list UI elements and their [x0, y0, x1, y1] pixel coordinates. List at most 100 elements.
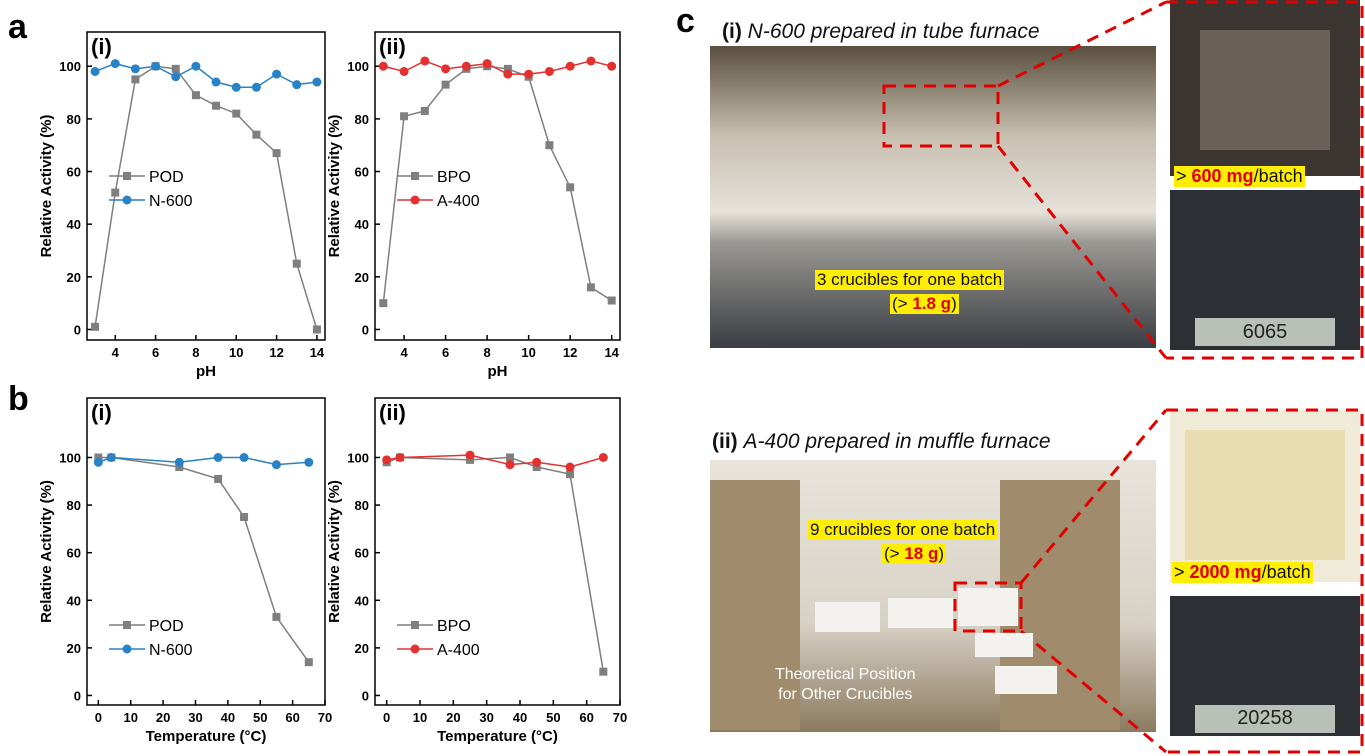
- panel-label: a: [8, 8, 28, 46]
- photo-caption: (i) N-600 prepared in tube furnace: [722, 20, 1040, 44]
- marker: [131, 75, 140, 84]
- y-tick-label: 60: [355, 165, 369, 180]
- marker: [466, 455, 474, 464]
- x-tick-label: 6: [442, 345, 449, 360]
- y-tick-label: 20: [67, 270, 81, 285]
- marker: [292, 80, 302, 90]
- marker: [400, 112, 409, 121]
- y-tick-label: 40: [67, 217, 81, 232]
- marker: [420, 56, 430, 66]
- marker: [304, 457, 314, 467]
- marker: [91, 322, 100, 331]
- legend-label: A-400: [437, 642, 480, 659]
- marker: [106, 452, 116, 462]
- marker: [379, 299, 388, 308]
- marker: [251, 82, 261, 92]
- marker: [214, 474, 223, 483]
- x-tick-label: 60: [285, 710, 299, 725]
- marker: [191, 61, 201, 71]
- legend-marker: [411, 621, 419, 629]
- marker: [586, 56, 596, 66]
- x-tick-label: 8: [484, 345, 491, 360]
- panel-label: b: [8, 380, 29, 418]
- photo: [1185, 430, 1345, 560]
- legend-label: A-400: [437, 193, 480, 210]
- y-tick-label: 60: [67, 546, 81, 561]
- marker: [399, 66, 409, 76]
- series-line: [98, 456, 310, 663]
- legend-label: POD: [149, 169, 184, 186]
- legend-marker: [123, 621, 131, 629]
- x-tick-label: 20: [446, 710, 460, 725]
- text: >: [1174, 562, 1190, 582]
- y-tick-label: 20: [355, 270, 369, 285]
- marker: [420, 106, 429, 115]
- marker: [151, 61, 161, 71]
- legend-label: POD: [149, 618, 184, 635]
- text: Theoretical Position: [775, 666, 916, 683]
- annotation: Theoretical Position for Other Crucibles: [775, 665, 916, 705]
- text: /batch: [1253, 166, 1303, 186]
- x-tick-label: 10: [413, 710, 427, 725]
- marker: [232, 109, 241, 118]
- x-tick-label: 20: [156, 710, 170, 725]
- text: for Other Crucibles: [778, 686, 913, 703]
- y-tick-label: 20: [67, 641, 81, 656]
- chart-title: (i): [91, 34, 112, 59]
- y-axis-label: Relative Activity (%): [326, 115, 343, 258]
- text: 1.8 g: [912, 294, 952, 313]
- marker: [382, 455, 392, 465]
- marker: [441, 64, 451, 74]
- marker: [312, 325, 321, 334]
- marker: [130, 64, 140, 74]
- y-tick-label: 40: [355, 217, 369, 232]
- plot-frame: [374, 31, 621, 341]
- marker: [461, 61, 471, 71]
- marker: [312, 77, 322, 87]
- marker: [482, 59, 492, 69]
- series-line: [386, 456, 605, 672]
- legend-label: BPO: [437, 618, 471, 635]
- marker: [174, 457, 184, 467]
- marker: [240, 512, 249, 521]
- y-tick-label: 0: [362, 322, 369, 337]
- marker: [607, 61, 617, 71]
- marker: [586, 283, 595, 292]
- legend-label: N-600: [149, 642, 193, 659]
- marker: [544, 66, 554, 76]
- caption-text: N-600 prepared in tube furnace: [747, 20, 1040, 43]
- y-tick-label: 40: [355, 593, 369, 608]
- marker: [271, 460, 281, 470]
- marker: [94, 453, 103, 462]
- text: (>: [892, 294, 913, 313]
- panel-label: c: [676, 2, 695, 40]
- marker: [465, 450, 475, 460]
- x-axis-label: Temperature (°C): [437, 728, 558, 745]
- x-tick-label: 40: [513, 710, 527, 725]
- marker: [524, 69, 534, 79]
- x-tick-label: 4: [112, 345, 120, 360]
- x-tick-label: 50: [253, 710, 267, 725]
- marker: [607, 296, 616, 305]
- chart-title: (ii): [379, 400, 406, 425]
- text: 2000 mg: [1189, 562, 1262, 582]
- series-line: [382, 65, 613, 304]
- marker: [503, 69, 513, 79]
- caption-text: A-400 prepared in muffle furnace: [743, 430, 1051, 453]
- marker: [532, 457, 542, 467]
- x-tick-label: 30: [479, 710, 493, 725]
- marker: [171, 72, 181, 82]
- chart-title: (i): [91, 400, 112, 425]
- marker: [598, 452, 608, 462]
- y-tick-label: 100: [347, 450, 369, 465]
- marker: [304, 658, 313, 667]
- marker: [231, 82, 241, 92]
- y-axis-label: Relative Activity (%): [38, 480, 55, 623]
- annotation: (> 18 g): [882, 544, 947, 564]
- plot-frame: [374, 397, 621, 706]
- x-tick-label: 14: [310, 345, 325, 360]
- x-tick-label: 10: [521, 345, 535, 360]
- zoom-frame: [882, 0, 1364, 754]
- x-tick-label: 10: [123, 710, 137, 725]
